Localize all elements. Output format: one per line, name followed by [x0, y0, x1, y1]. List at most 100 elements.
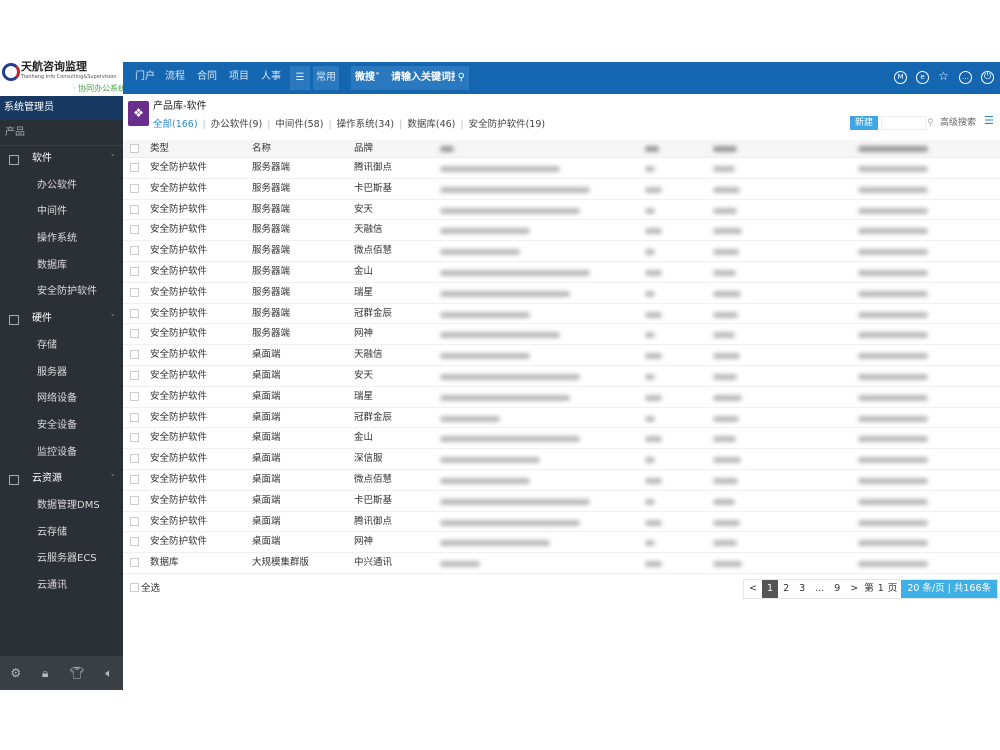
gear-icon[interactable]: ⚙: [10, 666, 22, 680]
column-header[interactable]: 品牌: [354, 143, 374, 154]
row-checkbox[interactable]: [130, 412, 139, 422]
table-row[interactable]: 数据库 大规模集群版 中兴通讯: [123, 553, 1000, 574]
table-row[interactable]: 安全防护软件 服务器端 微点佰慧: [123, 241, 1000, 262]
row-checkbox[interactable]: [130, 537, 139, 547]
advanced-search-button[interactable]: 高级搜索: [940, 118, 977, 128]
row-checkbox[interactable]: [130, 287, 139, 297]
page-button[interactable]: 3: [799, 583, 806, 594]
sidebar-item[interactable]: 存储: [37, 339, 57, 351]
sidebar-group[interactable]: 硬件 ˅: [0, 306, 123, 333]
table-row[interactable]: 安全防护软件 服务器端 金山: [123, 262, 1000, 283]
table-row[interactable]: 安全防护软件 桌面端 冠群金辰: [123, 408, 1000, 429]
row-checkbox[interactable]: [130, 204, 139, 214]
row-checkbox[interactable]: [130, 474, 139, 484]
table-row[interactable]: 安全防护软件 桌面端 网神: [123, 532, 1000, 554]
tab[interactable]: 操作系统(34): [336, 119, 395, 130]
nav-project[interactable]: 项目: [229, 71, 249, 82]
table-row[interactable]: 安全防护软件 服务器端 天融信: [123, 220, 1000, 242]
page-size-selector[interactable]: 20 条/页 | 共166条: [901, 580, 997, 598]
table-row[interactable]: 安全防护软件 服务器端 网神: [123, 324, 1000, 346]
search-input[interactable]: [881, 116, 926, 130]
search-input[interactable]: 请输入关键词搜索: [391, 72, 455, 83]
speaker-icon[interactable]: 🔈︎: [105, 665, 113, 680]
table-row[interactable]: 安全防护软件 服务器端 冠群金辰: [123, 304, 1000, 325]
table-row[interactable]: 安全防护软件 桌面端 金山: [123, 428, 1000, 450]
nav-workflow[interactable]: 流程: [165, 71, 185, 82]
page-button[interactable]: 1: [762, 580, 779, 598]
row-checkbox[interactable]: [130, 308, 139, 318]
column-header[interactable]: 类型: [150, 143, 170, 154]
row-checkbox[interactable]: [130, 454, 139, 464]
tab[interactable]: 办公软件(9): [210, 119, 263, 130]
sidebar-item[interactable]: 云通讯: [37, 580, 67, 591]
list-view-icon[interactable]: ☰: [984, 114, 994, 127]
nav-portal[interactable]: 门户: [135, 71, 155, 82]
table-row[interactable]: 安全防护软件 服务器端 腾讯御点: [123, 158, 1000, 179]
prev-page-button[interactable]: <: [749, 583, 758, 594]
power-icon[interactable]: ⏻: [981, 71, 994, 84]
row-checkbox[interactable]: [130, 266, 139, 276]
star-icon[interactable]: ☆: [938, 69, 949, 83]
sidebar-item[interactable]: 云服务器ECS: [37, 553, 97, 565]
page-button[interactable]: 9: [834, 583, 841, 594]
table-row[interactable]: 安全防护软件 桌面端 安天: [123, 366, 1000, 387]
row-checkbox[interactable]: [130, 246, 139, 256]
goto-page-input[interactable]: 1: [877, 583, 884, 594]
e-circle-icon[interactable]: e: [916, 71, 929, 84]
table-row[interactable]: 安全防护软件 桌面端 深信服: [123, 449, 1000, 470]
tab[interactable]: 全部(166): [153, 119, 198, 130]
chevron-down-icon[interactable]: ˅: [110, 314, 116, 325]
row-checkbox[interactable]: [130, 391, 139, 401]
shirt-icon[interactable]: 👕︎: [69, 666, 85, 680]
tab[interactable]: 安全防护软件(19): [468, 119, 546, 130]
search-icon[interactable]: ⚲: [457, 72, 465, 83]
row-checkbox[interactable]: [130, 225, 139, 235]
page-button[interactable]: 2: [783, 583, 790, 594]
search-type-dropdown[interactable]: 微搜˅: [355, 72, 380, 83]
search-icon[interactable]: ⚲: [927, 118, 934, 128]
nav-common[interactable]: 常用: [313, 66, 339, 90]
sidebar-item[interactable]: 数据库: [37, 259, 67, 271]
nav-contract[interactable]: 合同: [197, 71, 217, 82]
sidebar-item[interactable]: 云存储: [37, 526, 67, 538]
table-row[interactable]: 安全防护软件 服务器端 卡巴斯基: [123, 179, 1000, 200]
row-checkbox[interactable]: [130, 516, 139, 526]
sidebar-item[interactable]: 操作系统: [37, 233, 77, 245]
sidebar-item[interactable]: 网络设备: [37, 393, 77, 405]
row-checkbox[interactable]: [130, 370, 139, 380]
table-row[interactable]: 安全防护软件 桌面端 腾讯御点: [123, 512, 1000, 533]
sidebar-section-product[interactable]: 产品: [0, 120, 123, 146]
sidebar-item[interactable]: 服务器: [37, 366, 67, 378]
sidebar-item[interactable]: 安全设备: [37, 419, 77, 431]
table-row[interactable]: 安全防护软件 桌面端 卡巴斯基: [123, 491, 1000, 512]
chevron-down-icon[interactable]: ˅: [110, 474, 116, 485]
sidebar-group[interactable]: 云资源 ˅: [0, 466, 123, 493]
select-all[interactable]: 全选: [130, 582, 160, 596]
select-all-checkbox[interactable]: [130, 144, 139, 153]
row-checkbox[interactable]: [130, 329, 139, 339]
table-row[interactable]: 安全防护软件 服务器端 安天: [123, 200, 1000, 221]
table-row[interactable]: 安全防护软件 服务器端 瑞星: [123, 283, 1000, 304]
chevron-down-icon[interactable]: ˅: [110, 154, 116, 164]
row-checkbox[interactable]: [130, 558, 139, 568]
sidebar-item[interactable]: 安全防护软件: [37, 286, 97, 298]
row-checkbox[interactable]: [130, 350, 139, 360]
table-row[interactable]: 安全防护软件 桌面端 微点佰慧: [123, 470, 1000, 491]
select-all-checkbox[interactable]: [130, 583, 139, 592]
next-page-button[interactable]: >: [850, 583, 859, 594]
sidebar-item[interactable]: 中间件: [37, 206, 67, 218]
table-row[interactable]: 安全防护软件 桌面端 瑞星: [123, 387, 1000, 408]
sidebar-item[interactable]: 数据管理DMS: [37, 499, 100, 511]
chat-icon[interactable]: …: [959, 71, 972, 84]
lock-icon[interactable]: 🔒︎: [42, 665, 49, 680]
row-checkbox[interactable]: [130, 433, 139, 443]
tab[interactable]: 中间件(58): [275, 119, 324, 130]
column-header[interactable]: 名称: [252, 143, 272, 154]
row-checkbox[interactable]: [130, 183, 139, 193]
sidebar-item[interactable]: 监控设备: [37, 446, 77, 458]
row-checkbox[interactable]: [130, 163, 139, 172]
tab[interactable]: 数据库(46): [407, 119, 456, 130]
sidebar-item[interactable]: 办公软件: [37, 179, 77, 191]
nav-hr[interactable]: 人事: [261, 71, 281, 82]
hamburger-icon[interactable]: ☰: [290, 66, 310, 90]
